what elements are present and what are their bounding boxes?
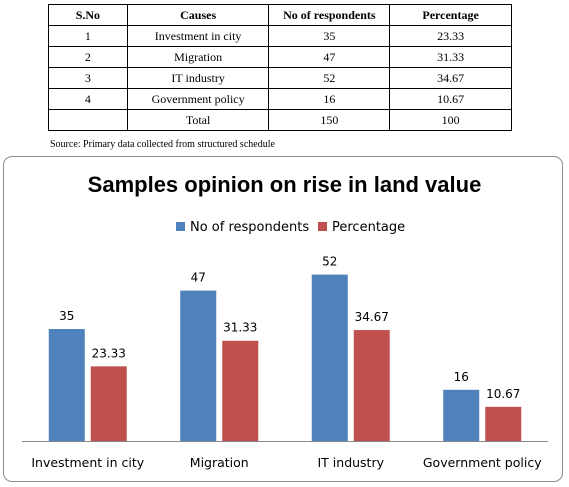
data-label-1-1: 31.33 xyxy=(223,321,257,335)
cell-respondents: 150 xyxy=(268,109,391,131)
bar-1-0 xyxy=(90,366,127,441)
x-tick-label-1: Migration xyxy=(190,455,249,470)
bar-1-2 xyxy=(353,330,390,441)
chart-title: Samples opinion on rise in land value xyxy=(87,172,482,197)
cell-percentage: 100 xyxy=(389,109,512,131)
bar-1-1 xyxy=(222,340,259,441)
bar-0-3 xyxy=(443,389,480,441)
legend-swatch-0 xyxy=(176,222,185,231)
legend-swatch-1 xyxy=(318,222,327,231)
legend-label-1: Percentage xyxy=(332,220,405,235)
bar-1-3 xyxy=(485,406,522,441)
x-tick-label-2: IT industry xyxy=(318,455,385,470)
table-row: 3 IT industry 52 34.67 xyxy=(48,67,512,89)
data-label-0-1: 47 xyxy=(191,271,206,285)
x-tick-label-0: Investment in city xyxy=(31,455,144,470)
bar-0-2 xyxy=(311,274,348,441)
data-table: S.No Causes No of respondents Percentage… xyxy=(48,4,512,131)
bar-0-1 xyxy=(180,290,217,441)
data-label-1-3: 10.67 xyxy=(486,387,520,401)
data-label-0-3: 16 xyxy=(454,370,469,384)
cell-cause: Total xyxy=(126,109,270,131)
data-label-0-0: 35 xyxy=(59,309,74,323)
data-label-1-0: 23.33 xyxy=(92,346,126,360)
data-label-0-2: 52 xyxy=(322,255,337,269)
data-label-1-2: 34.67 xyxy=(355,310,389,324)
cell-cause: IT industry xyxy=(126,67,270,89)
source-note: Source: Primary data collected from stru… xyxy=(50,139,275,150)
bar-0-0 xyxy=(48,329,85,441)
table-total-row: Total 150 100 xyxy=(48,109,512,131)
legend-label-0: No of respondents xyxy=(190,220,309,235)
x-tick-label-3: Government policy xyxy=(423,455,542,470)
